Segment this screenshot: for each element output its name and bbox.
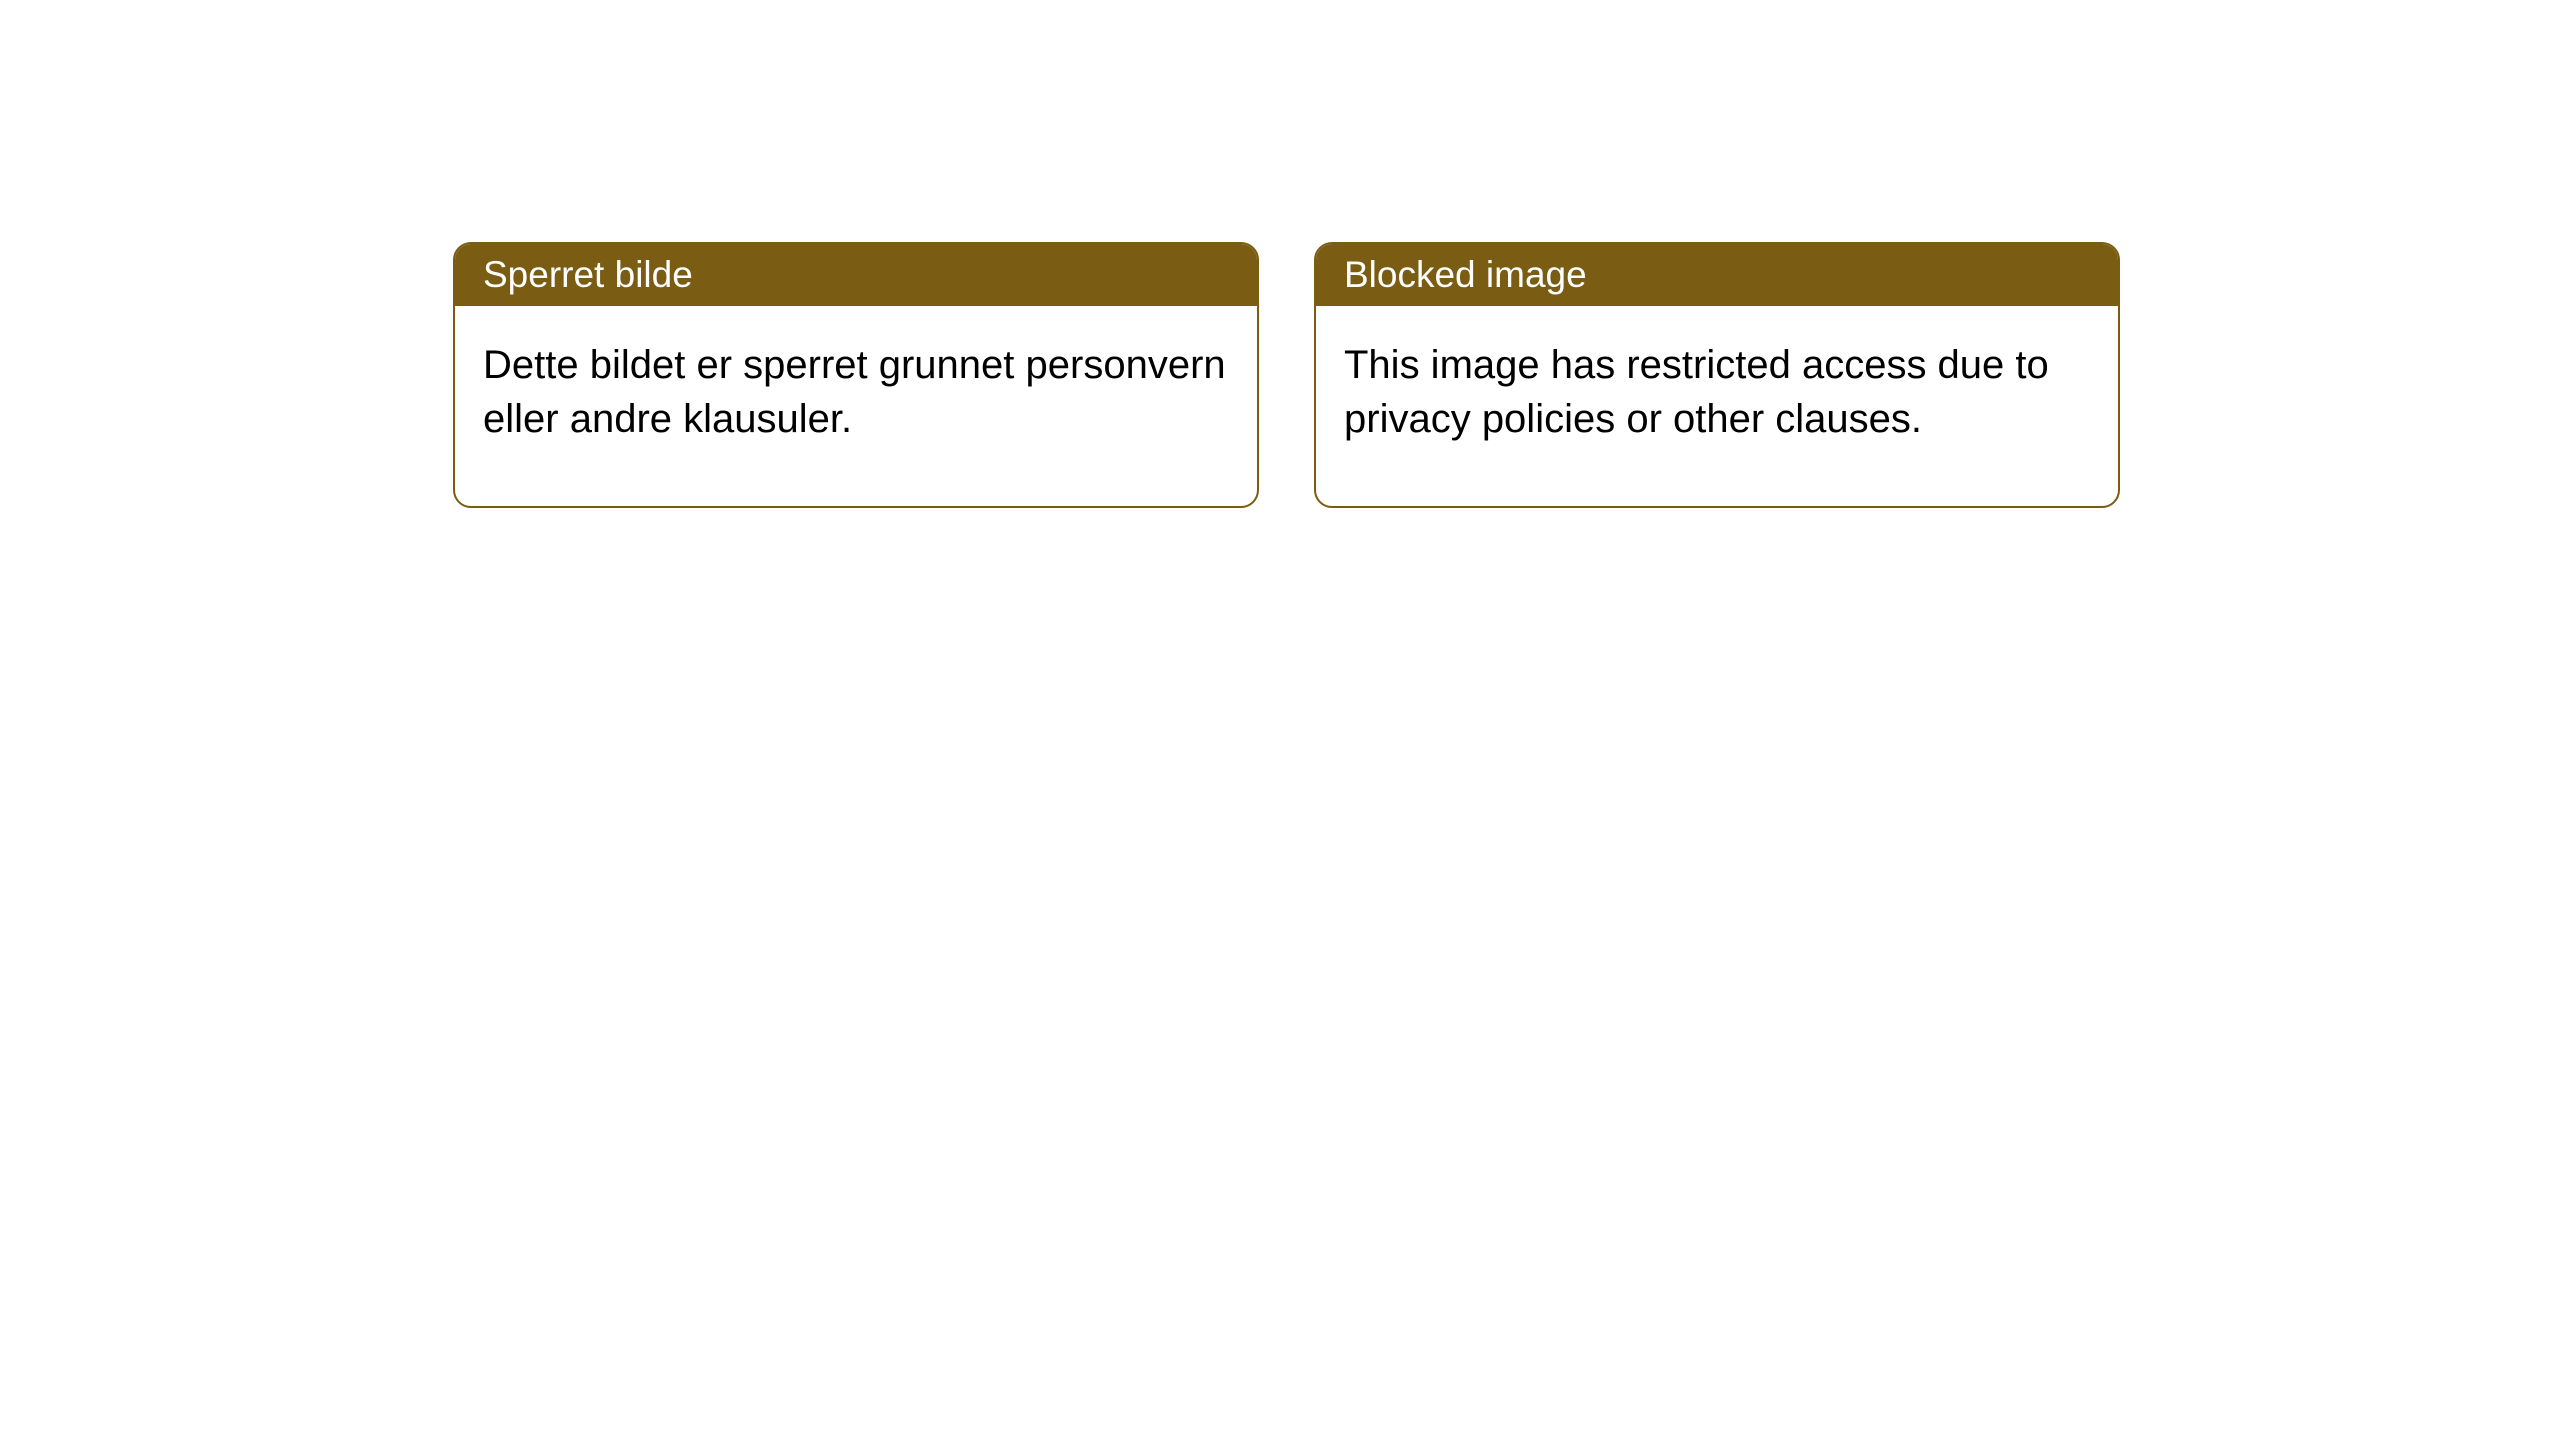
notice-body-no: Dette bildet er sperret grunnet personve… [455,306,1257,506]
notice-title-en: Blocked image [1344,254,1587,295]
notice-header-no: Sperret bilde [455,244,1257,306]
notice-text-en: This image has restricted access due to … [1344,343,2049,441]
notice-body-en: This image has restricted access due to … [1316,306,2118,506]
notice-text-no: Dette bildet er sperret grunnet personve… [483,343,1226,441]
notice-container: Sperret bilde Dette bildet er sperret gr… [453,242,2120,508]
notice-card-en: Blocked image This image has restricted … [1314,242,2120,508]
notice-card-no: Sperret bilde Dette bildet er sperret gr… [453,242,1259,508]
notice-title-no: Sperret bilde [483,254,693,295]
notice-header-en: Blocked image [1316,244,2118,306]
